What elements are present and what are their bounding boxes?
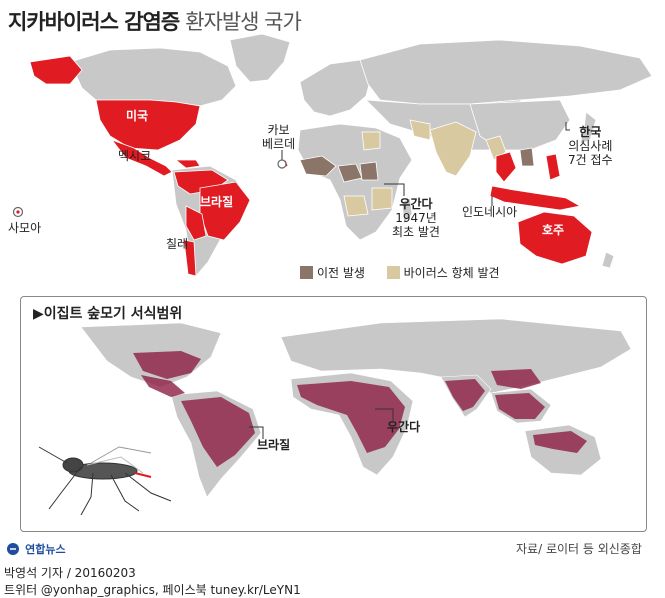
prior-sea (519, 147, 535, 167)
legend-swatch-antibody (386, 266, 400, 279)
antibody-egypt (361, 131, 381, 151)
label-indonesia: 인도네시아 (462, 205, 518, 219)
label-korea: 한국 의심사례 7건 접수 (568, 125, 613, 167)
habitat-sea (495, 393, 545, 419)
leader-korea (565, 122, 570, 131)
cape-verde-marker (277, 159, 287, 169)
habitat-india (445, 379, 485, 411)
uganda-note-line2: 최초 발견 (392, 224, 440, 239)
habitat-inset: ▶이집트 숲모기 서식범위 (20, 296, 647, 532)
madagascar-shape (401, 197, 413, 226)
outbreak-thailand (495, 151, 517, 183)
inset-leader-uganda (375, 408, 394, 421)
source: 자료/ 로이터 등 외신종합 (516, 542, 642, 556)
cape-verde-line2: 베르데 (262, 136, 296, 151)
legend-label-prior: 이전 발생 (317, 266, 365, 280)
mosquito-icon (38, 446, 172, 516)
habitat-africa (297, 381, 405, 453)
label-samoa: 사모아 (8, 221, 42, 235)
label-uganda: 우간다 1947년 최초 발견 (392, 197, 440, 239)
outbreak-mexico-central-america (110, 139, 173, 177)
outbreak-chile-west (183, 239, 197, 277)
habitat-china-south (491, 369, 541, 389)
korea-note-line1: 의심사례 (568, 138, 613, 153)
japan-shape (579, 111, 597, 145)
antibody-central-africa (343, 195, 369, 217)
label-brazil: 브라질 (200, 195, 234, 209)
label-mexico: 멕시코 (118, 149, 152, 163)
habitat-australia-north (533, 431, 587, 453)
legend-label-antibody: 바이러스 항체 발견 (403, 266, 500, 280)
social: 트위터 @yonhap_graphics, 페이스북 tuney.kr/LeYN… (4, 583, 301, 597)
outbreak-australia (517, 211, 593, 265)
outbreak-philippines (545, 153, 561, 181)
inset-title: ▶이집트 숲모기 서식범위 (33, 306, 183, 322)
russia-shape (359, 39, 653, 105)
greenland-shape (229, 33, 291, 83)
cape-verde-line1: 카보 (267, 123, 290, 137)
inset-label-brazil: 브라질 (257, 438, 291, 452)
label-usa: 미국 (126, 109, 149, 123)
korea-note-line2: 7건 접수 (568, 152, 613, 167)
habitat-central-america (141, 375, 185, 397)
legend-swatch-prior (300, 266, 313, 279)
outbreak-bolivia-paraguay (185, 205, 207, 241)
label-cape-verde: 카보 베르데 (262, 123, 296, 152)
inset-leader-brazil (249, 426, 264, 439)
outbreak-alaska (29, 55, 83, 85)
outbreak-indonesia (489, 185, 582, 211)
europe-shape (299, 59, 373, 117)
legend: 이전 발생 바이러스 항체 발견 (300, 266, 500, 281)
nz-shape (601, 251, 615, 269)
canada-shape (69, 47, 237, 107)
habitat-map (38, 318, 632, 516)
label-australia: 호주 (542, 223, 565, 237)
uganda-name: 우간다 (399, 197, 433, 211)
prior-west-africa (299, 155, 337, 177)
logo: 연합뉴스 (6, 538, 66, 557)
title-main: 지카바이러스 감염증 (8, 10, 180, 34)
leader-uganda (384, 183, 405, 196)
world-map (12, 33, 653, 277)
yonhap-logo-icon (7, 543, 19, 555)
korea-name: 한국 (579, 125, 602, 139)
habitat-south-america (181, 397, 255, 467)
byline: 박영석 기자 / 20160203 (4, 566, 136, 580)
prior-central-africa (359, 161, 379, 181)
antibody-east-africa (371, 187, 393, 211)
habitat-us-south (133, 351, 201, 379)
label-chile: 칠레 (166, 237, 189, 251)
page-title: 지카바이러스 감염증 환자발생 국가 (8, 6, 302, 36)
outbreak-brazil (199, 181, 251, 241)
logo-text: 연합뉴스 (25, 543, 66, 556)
outbreak-usa (95, 99, 201, 151)
antibody-pakistan (409, 119, 431, 141)
antibody-india (429, 121, 477, 177)
title-sub: 환자발생 국가 (185, 10, 302, 34)
outbreak-caribbean (174, 159, 201, 169)
uganda-note-line1: 1947년 (395, 210, 437, 225)
inset-label-uganda: 우간다 (387, 420, 421, 434)
antibody-sea (485, 135, 507, 161)
